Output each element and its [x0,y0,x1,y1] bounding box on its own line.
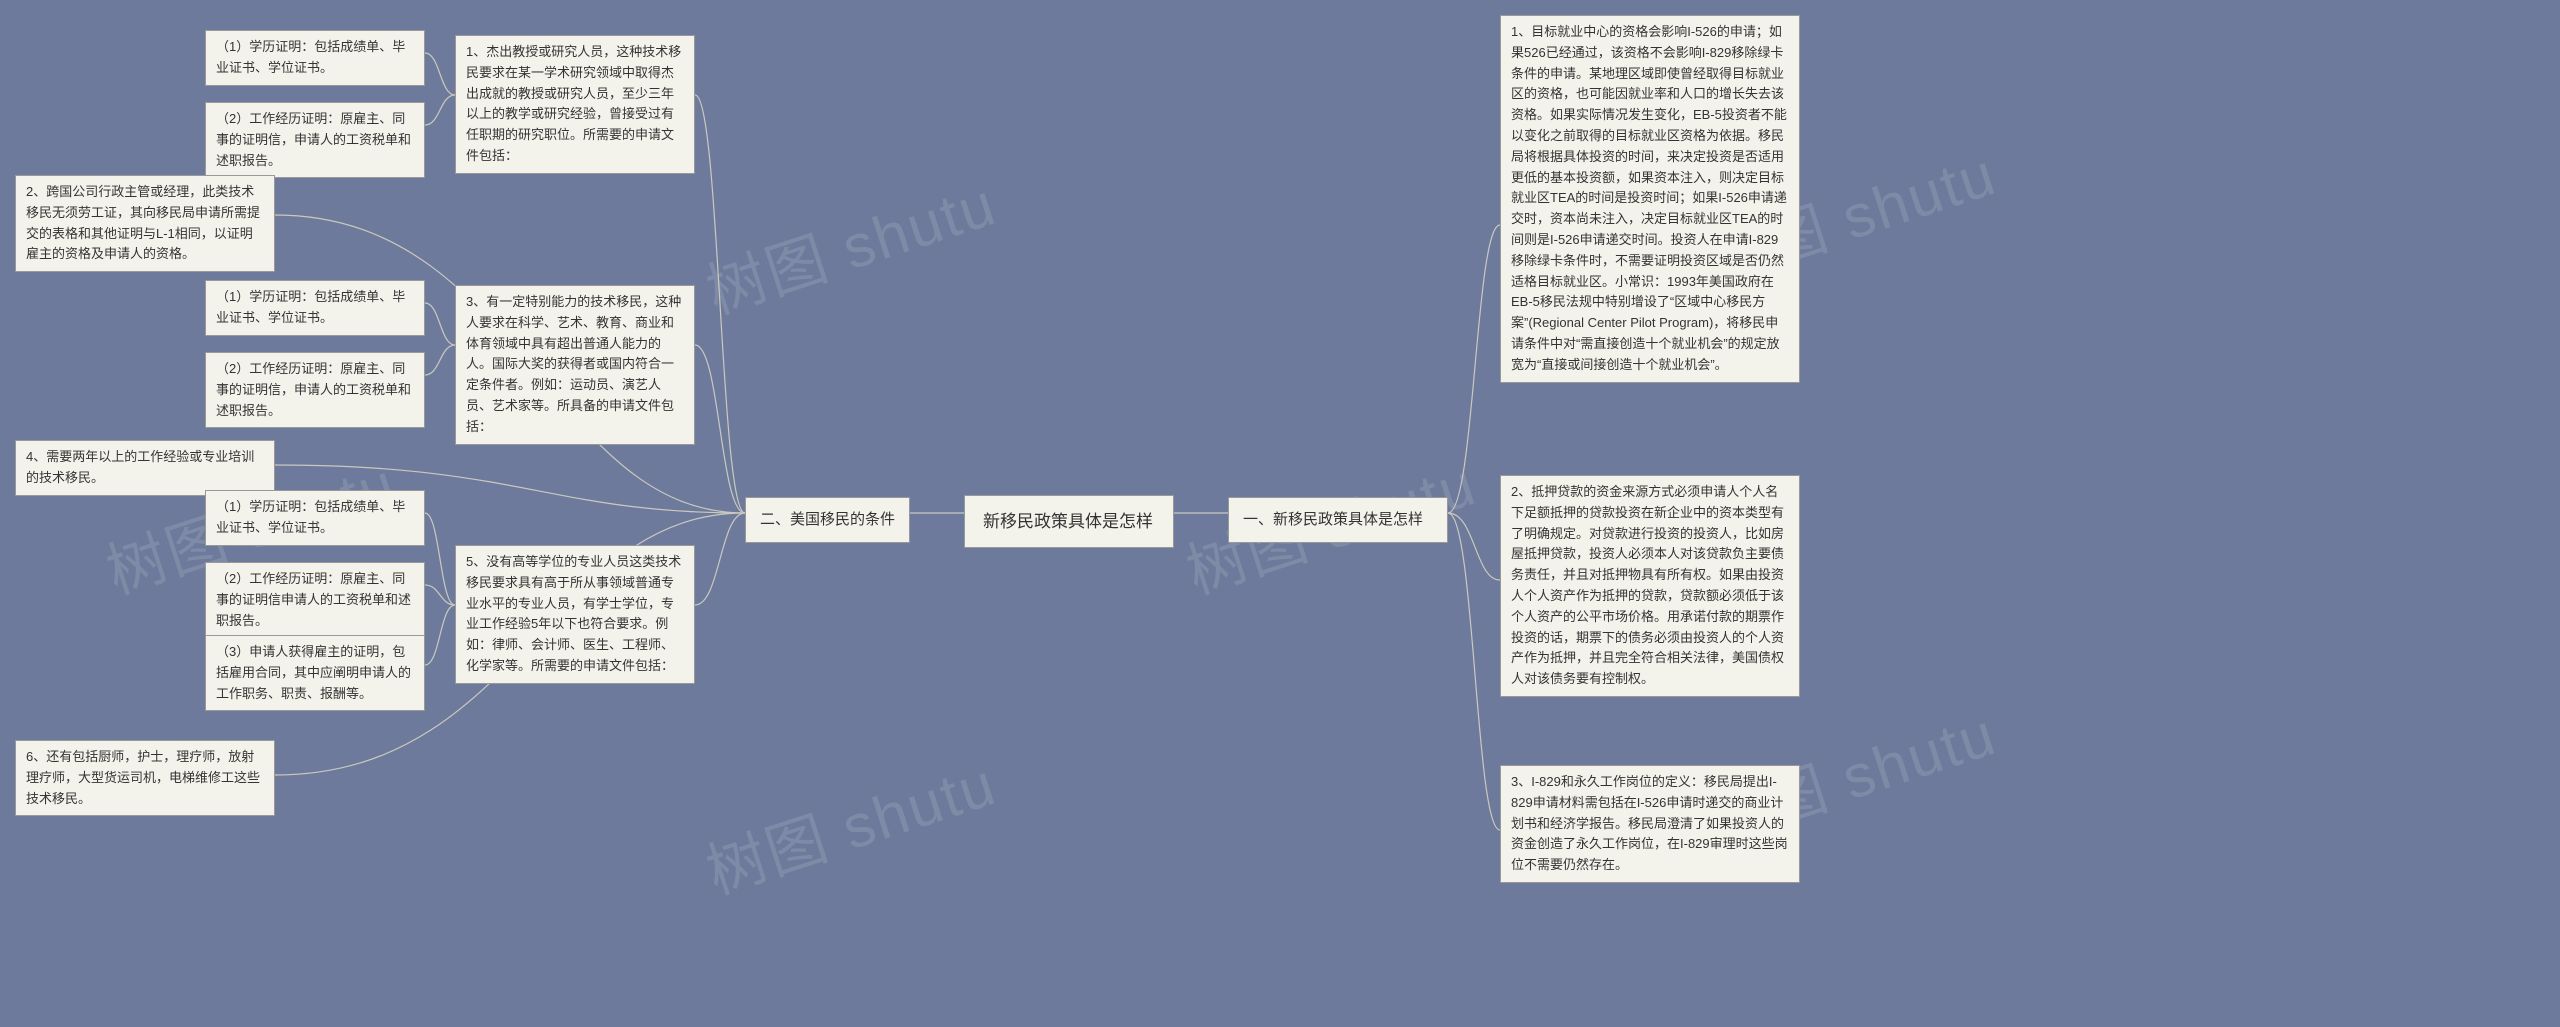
left-child-5[interactable]: 5、没有高等学位的专业人员这类技术移民要求具有高于所从事领域普通专业水平的专业人… [455,545,695,684]
left-child-6[interactable]: 6、还有包括厨师，护士，理疗师，放射理疗师，大型货运司机，电梯维修工这些技术移民… [15,740,275,816]
right-child-1[interactable]: 1、目标就业中心的资格会影响I-526的申请；如果526已经通过，该资格不会影响… [1500,15,1800,383]
branch-left[interactable]: 二、美国移民的条件 [745,497,910,543]
left-child-3-sub-1[interactable]: （1）学历证明：包括成绩单、毕业证书、学位证书。 [205,280,425,336]
left-child-1-sub-2[interactable]: （2）工作经历证明：原雇主、同事的证明信，申请人的工资税单和述职报告。 [205,102,425,178]
right-child-3[interactable]: 3、I-829和永久工作岗位的定义：移民局提出I-829申请材料需包括在I-52… [1500,765,1800,883]
right-child-2[interactable]: 2、抵押贷款的资金来源方式必须申请人个人名下足额抵押的贷款投资在新企业中的资本类… [1500,475,1800,697]
left-child-5-sub-1[interactable]: （1）学历证明：包括成绩单、毕业证书、学位证书。 [205,490,425,546]
left-child-1-sub-1[interactable]: （1）学历证明：包括成绩单、毕业证书、学位证书。 [205,30,425,86]
watermark: 树图 shutu [694,156,1006,331]
branch-right[interactable]: 一、新移民政策具体是怎样 [1228,497,1448,543]
left-child-3-sub-2[interactable]: （2）工作经历证明：原雇主、同事的证明信，申请人的工资税单和述职报告。 [205,352,425,428]
left-child-1[interactable]: 1、杰出教授或研究人员，这种技术移民要求在某一学术研究领域中取得杰出成就的教授或… [455,35,695,174]
watermark: 树图 shutu [694,736,1006,911]
center-node[interactable]: 新移民政策具体是怎样 [964,495,1174,548]
left-child-5-sub-3[interactable]: （3）申请人获得雇主的证明，包括雇用合同，其中应阐明申请人的工作职务、职责、报酬… [205,635,425,711]
left-child-2[interactable]: 2、跨国公司行政主管或经理，此类技术移民无须劳工证，其向移民局申请所需提交的表格… [15,175,275,272]
left-child-5-sub-2[interactable]: （2）工作经历证明：原雇主、同事的证明信申请人的工资税单和述职报告。 [205,562,425,638]
left-child-4[interactable]: 4、需要两年以上的工作经验或专业培训的技术移民。 [15,440,275,496]
left-child-3[interactable]: 3、有一定特别能力的技术移民，这种人要求在科学、艺术、教育、商业和体育领域中具有… [455,285,695,445]
